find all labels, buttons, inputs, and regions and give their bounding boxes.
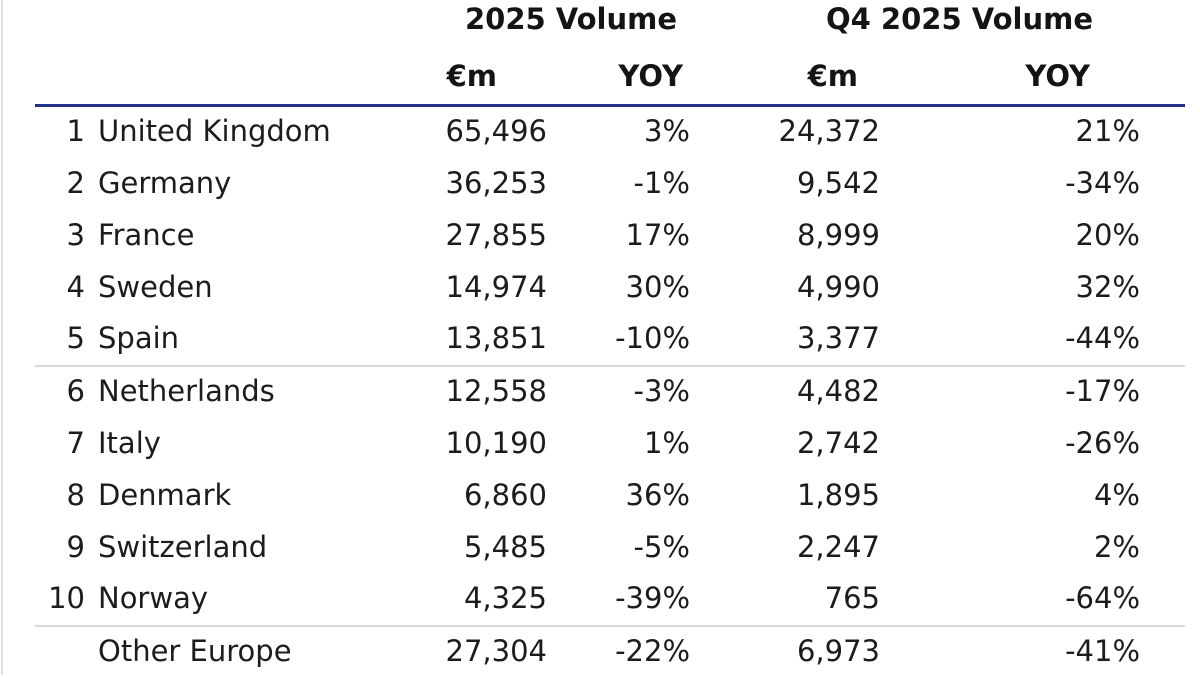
rank-cell: 6 [66,374,85,409]
table-row-norway: 10 Norway 4,325 -39% 765 -64% [35,573,1185,627]
rank-cell: 9 [66,529,85,564]
column-subheader-row: €m YOY €m YOY [35,50,1185,107]
table-row-france: 3 France 27,855 17% 8,999 20% [35,210,1185,262]
country-cell: Switzerland [98,529,268,564]
country-cell: Sweden [98,269,213,304]
rank-cell: 2 [66,165,85,200]
vol-q4-cell: 8,999 [796,217,880,252]
yoy-q4-cell: -34% [1065,165,1140,200]
yoy-2025-cell: -5% [633,529,690,564]
rank-cell: 1 [66,114,85,149]
container-left-border [1,0,3,675]
table-row-germany: 2 Germany 36,253 -1% 9,542 -34% [35,158,1185,210]
col-header-q4-yoy: YOY [880,50,1185,107]
table-row-switzerland: 9 Switzerland 5,485 -5% 2,247 2% [35,522,1185,574]
table-row-spain: 5 Spain 13,851 -10% 3,377 -44% [35,313,1185,367]
country-cell: United Kingdom [98,114,331,149]
yoy-2025-cell: -22% [615,634,690,669]
col-header-2025-yoy: YOY [547,50,690,107]
vol-2025-cell: 27,855 [445,217,547,252]
vol-2025-cell: 5,485 [463,529,547,564]
vol-2025-cell: 27,304 [445,634,547,669]
country-cell: Norway [85,573,420,627]
yoy-q4-cell: 20% [1075,217,1140,252]
vol-2025-cell: 14,974 [445,269,547,304]
group-header-2025-volume: 2025 Volume [464,2,678,36]
vol-q4-cell: 1,895 [796,477,880,512]
vol-q4-cell: 24,372 [778,114,880,149]
rank-cell: 5 [35,313,85,367]
yoy-2025-cell: -10% [547,313,690,367]
rank-cell: 3 [66,217,85,252]
rank-cell: 4 [66,269,85,304]
rank-cell [35,626,85,678]
vol-2025-cell: 12,558 [445,374,547,409]
yoy-2025-cell: 17% [625,217,690,252]
country-cell: Germany [98,165,232,200]
vol-q4-cell: 4,990 [796,269,880,304]
volume-table-container: 2025 Volume Q4 2025 Volume €m YOY €m YOY… [35,0,1185,678]
yoy-q4-cell: 21% [1075,114,1140,149]
volume-table: 2025 Volume Q4 2025 Volume €m YOY €m YOY… [35,0,1185,678]
yoy-2025-cell: -3% [633,374,690,409]
vol-q4-cell: 3,377 [690,313,880,367]
yoy-q4-cell: -41% [1065,634,1140,669]
country-cell: Denmark [98,477,232,512]
vol-q4-cell: 4,482 [796,374,880,409]
vol-2025-cell: 36,253 [445,165,547,200]
rank-cell: 7 [66,425,85,460]
vol-q4-cell: 9,542 [796,165,880,200]
column-group-header-row: 2025 Volume Q4 2025 Volume [35,0,1185,50]
yoy-q4-cell: 2% [1093,529,1140,564]
table-row-denmark: 8 Denmark 6,860 36% 1,895 4% [35,470,1185,522]
spacer-cell [35,0,85,50]
rank-cell: 8 [66,477,85,512]
country-cell: France [98,217,195,252]
vol-q4-cell: 6,973 [796,634,880,669]
yoy-2025-cell: 3% [643,114,690,149]
group-header-q4-2025-volume: Q4 2025 Volume [826,2,1093,36]
vol-2025-cell: 4,325 [420,573,547,627]
col-header-q4-eur-m: €m [690,50,880,107]
yoy-q4-cell: -64% [880,573,1185,627]
table-row-italy: 7 Italy 10,190 1% 2,742 -26% [35,418,1185,470]
country-cell: Italy [98,425,161,460]
vol-2025-cell: 10,190 [445,425,547,460]
rank-cell: 10 [35,573,85,627]
table-row-sweden: 4 Sweden 14,974 30% 4,990 32% [35,262,1185,314]
yoy-q4-cell: -44% [880,313,1185,367]
yoy-2025-cell: 1% [643,425,690,460]
vol-2025-cell: 65,496 [445,114,547,149]
vol-2025-cell: 13,851 [420,313,547,367]
vol-2025-cell: 6,860 [463,477,547,512]
table-row-other-europe: Other Europe 27,304 -22% 6,973 -41% [35,626,1185,678]
col-header-2025-eur-m: €m [420,50,547,107]
table-row-united-kingdom: 1 United Kingdom 65,496 3% 24,372 21% [35,106,1185,158]
vol-q4-cell: 2,247 [796,529,880,564]
yoy-q4-cell: -26% [1065,425,1140,460]
yoy-2025-cell: -1% [633,165,690,200]
yoy-2025-cell: 36% [625,477,690,512]
yoy-2025-cell: 30% [625,269,690,304]
country-cell: Spain [85,313,420,367]
yoy-q4-cell: 4% [1093,477,1140,512]
yoy-2025-cell: -39% [547,573,690,627]
table-row-netherlands: 6 Netherlands 12,558 -3% 4,482 -17% [35,366,1185,418]
country-cell: Netherlands [98,374,275,409]
spacer-cell [35,50,85,107]
vol-q4-cell: 765 [690,573,880,627]
spacer-cell [85,0,420,50]
vol-q4-cell: 2,742 [796,425,880,460]
yoy-q4-cell: -17% [1065,374,1140,409]
yoy-q4-cell: 32% [1075,269,1140,304]
spacer-cell [85,50,420,107]
country-cell: Other Europe [98,634,292,669]
